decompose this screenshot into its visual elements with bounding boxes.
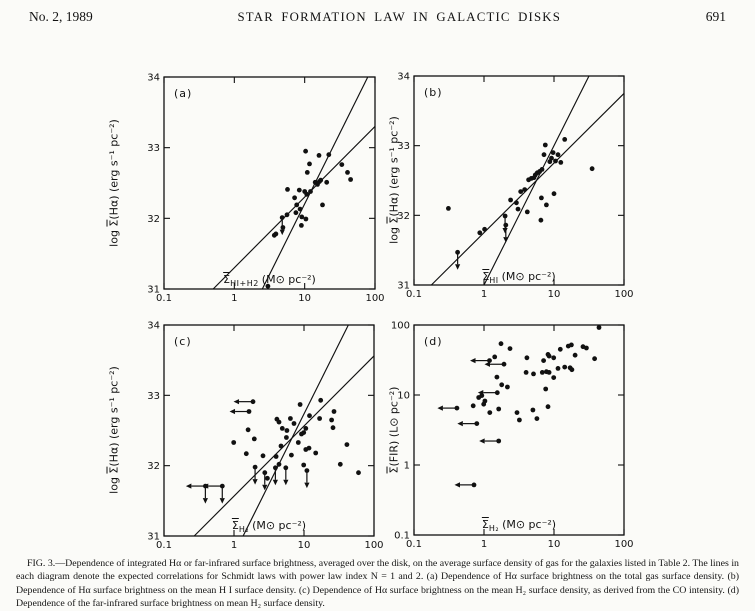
page-header: No. 2, 1989 STAR FORMATION LAW IN GALACT… xyxy=(0,9,755,25)
svg-text:10: 10 xyxy=(548,539,561,550)
svg-text:1: 1 xyxy=(231,540,237,551)
svg-text:0.1: 0.1 xyxy=(156,293,172,304)
svg-text:34: 34 xyxy=(147,321,160,332)
panel-b-x-axis-title: ΣHI (M⊙ pc⁻²) xyxy=(482,270,556,286)
svg-text:32: 32 xyxy=(397,211,410,222)
figure-panel-a: 0.1 1 10 100 31 32 33 34 (a) xyxy=(128,69,385,307)
panel-b-label: (b) xyxy=(424,86,443,99)
svg-text:31: 31 xyxy=(147,285,160,296)
svg-text:0.1: 0.1 xyxy=(156,540,172,551)
figure-panel-b: 0.1 1 10 100 31 32 33 34 (b) xyxy=(378,68,634,303)
figure-panel-c: 0.1 1 10 100 31 32 33 34 (c) xyxy=(128,317,384,554)
svg-text:34: 34 xyxy=(397,72,410,83)
svg-text:31: 31 xyxy=(147,532,160,543)
panel-c-plot: 0.1 1 10 100 31 32 33 34 xyxy=(147,321,383,552)
panel-c-x-axis-title: ΣH₂ (M⊙ pc⁻²) xyxy=(231,519,307,535)
svg-text:10: 10 xyxy=(397,391,410,402)
figure-caption: FIG. 3.—Dependence of integrated Hα or f… xyxy=(16,557,739,610)
svg-text:0.1: 0.1 xyxy=(394,531,410,542)
svg-text:33: 33 xyxy=(147,143,160,154)
svg-text:10: 10 xyxy=(298,293,311,304)
svg-text:33: 33 xyxy=(147,391,160,402)
svg-text:1: 1 xyxy=(231,293,237,304)
panel-c-label: (c) xyxy=(174,335,192,348)
svg-text:34: 34 xyxy=(147,73,160,84)
panel-d-label: (d) xyxy=(424,335,443,348)
svg-text:1: 1 xyxy=(481,539,487,550)
panel-b-plot: 0.1 1 10 100 31 32 33 34 xyxy=(397,72,633,301)
running-title: STAR FORMATION LAW IN GALACTIC DISKS xyxy=(237,10,562,24)
panel-a-x-axis-title: ΣHI+H2 (M⊙ pc⁻²) xyxy=(223,273,316,289)
panel-a-plot: 0.1 1 10 100 31 32 33 34 xyxy=(147,73,384,305)
panel-c-y-axis-title: log Σ(Hα) (erg s⁻¹ pc⁻²) xyxy=(107,366,121,494)
panel-d-plot: 0.1 1 10 100 0.1 1 10 100 xyxy=(391,321,634,551)
figure-panel-d: 0.1 1 10 100 0.1 1 10 100 (d) xyxy=(378,317,634,553)
svg-text:10: 10 xyxy=(298,540,311,551)
svg-text:10: 10 xyxy=(548,289,561,300)
svg-text:33: 33 xyxy=(397,141,410,152)
svg-text:32: 32 xyxy=(147,214,160,225)
panel-d-x-axis-title: ΣH₂ (M⊙ pc⁻²) xyxy=(481,518,557,534)
journal-issue: No. 2, 1989 xyxy=(29,9,93,24)
page-number: 691 xyxy=(705,9,726,24)
svg-text:0.1: 0.1 xyxy=(406,289,422,300)
svg-text:100: 100 xyxy=(365,293,384,304)
svg-text:32: 32 xyxy=(147,461,160,472)
svg-text:100: 100 xyxy=(391,321,410,332)
svg-text:100: 100 xyxy=(614,539,633,550)
svg-text:0.1: 0.1 xyxy=(406,539,422,550)
panel-b-y-axis-title: log Σ(Hα) (erg s⁻¹ pc⁻²) xyxy=(387,116,401,244)
svg-text:100: 100 xyxy=(364,540,383,551)
figure-3: 0.1 1 10 100 31 32 33 34 (a) 0.1 1 10 100 31 32 33 34 … xyxy=(0,30,755,552)
svg-text:31: 31 xyxy=(397,281,410,292)
svg-text:100: 100 xyxy=(614,289,633,300)
panel-a-label: (a) xyxy=(174,87,193,100)
panel-d-y-axis-title: Σ(FIR) (L⊙ pc⁻²) xyxy=(387,386,401,474)
panel-a-y-axis-title: log Σ(Hα) (erg s⁻¹ pc⁻²) xyxy=(107,119,121,247)
svg-text:1: 1 xyxy=(404,461,410,472)
svg-text:1: 1 xyxy=(481,289,487,300)
